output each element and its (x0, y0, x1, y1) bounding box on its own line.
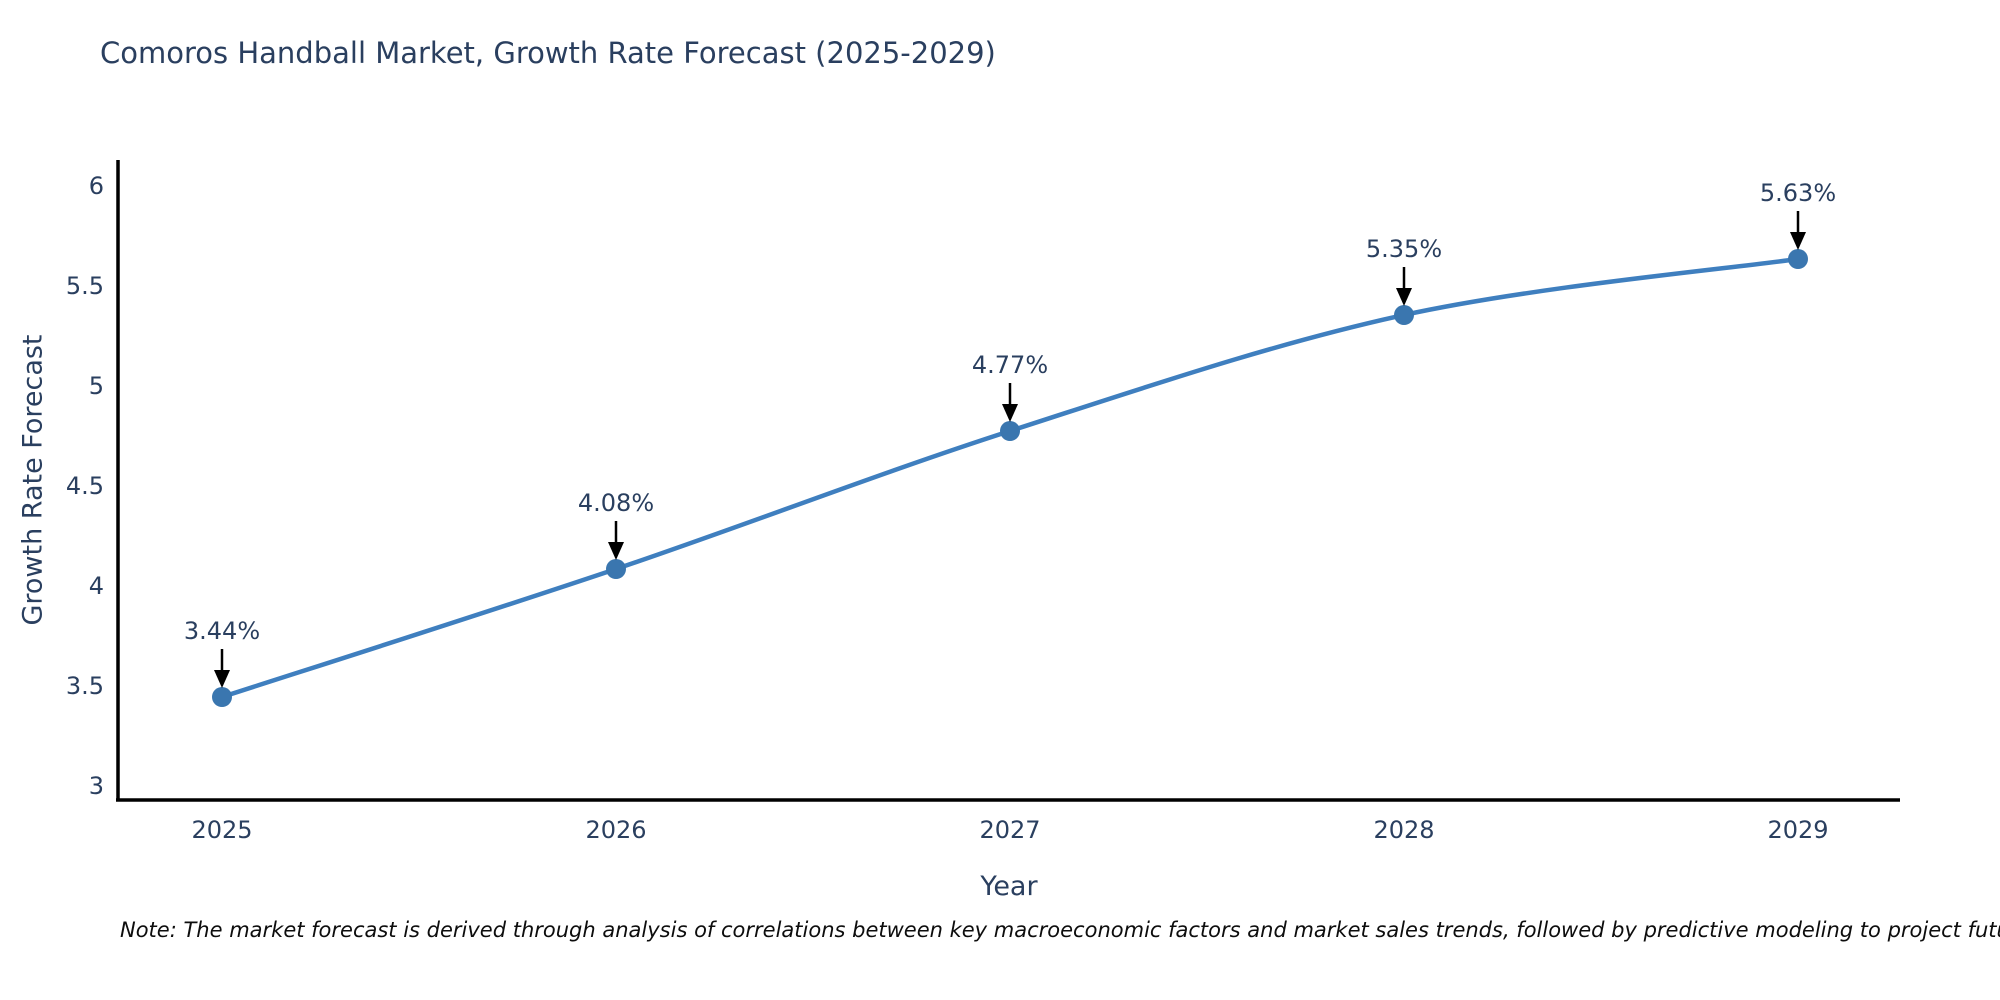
x-tick-label: 2027 (979, 816, 1040, 844)
annotation-arrow-head (608, 542, 624, 560)
data-point (1394, 305, 1414, 325)
annotation-arrow-head (1396, 288, 1412, 306)
point-annotation-label: 5.35% (1366, 235, 1442, 263)
y-tick-label: 3 (89, 772, 104, 800)
annotation-arrow-head (1002, 404, 1018, 422)
y-tick-label: 6 (89, 172, 104, 200)
x-tick-label: 2029 (1767, 816, 1828, 844)
y-tick-label: 5 (89, 372, 104, 400)
data-point (1788, 249, 1808, 269)
annotation-arrow-head (1790, 232, 1806, 250)
point-annotation-label: 3.44% (184, 617, 260, 645)
y-tick-label: 4 (89, 572, 104, 600)
annotation-arrow-head (214, 670, 230, 688)
x-axis-title: Year (980, 871, 1038, 902)
point-annotation-label: 4.08% (578, 489, 654, 517)
x-tick-label: 2026 (585, 816, 646, 844)
x-tick-label: 2025 (191, 816, 252, 844)
footnote: Note: The market forecast is derived thr… (120, 918, 2000, 942)
data-point (212, 687, 232, 707)
y-tick-label: 3.5 (66, 672, 104, 700)
y-tick-label: 4.5 (66, 472, 104, 500)
point-annotation-label: 5.63% (1760, 179, 1836, 207)
data-point (606, 559, 626, 579)
trend-line (219, 256, 1801, 700)
y-tick-label: 5.5 (66, 272, 104, 300)
point-annotation-label: 4.77% (972, 351, 1048, 379)
data-point (1000, 421, 1020, 441)
x-tick-label: 2028 (1373, 816, 1434, 844)
chart-title: Comoros Handball Market, Growth Rate For… (100, 36, 996, 70)
